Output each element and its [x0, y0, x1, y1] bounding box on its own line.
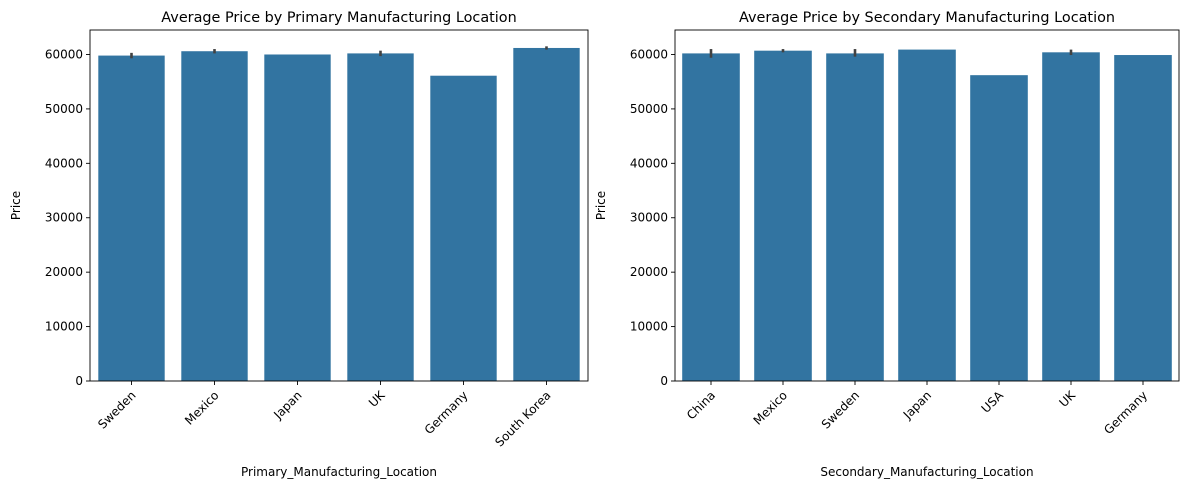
bar-sweden [98, 55, 165, 381]
chart-panel-primary: 0 10000 20000 30000 40000 50000 60000 Sweden Mex… [9, 10, 589, 479]
x-tick-label: Japan [270, 388, 304, 422]
x-tick-label: South Korea [492, 388, 553, 449]
x-tick-label: China [684, 388, 718, 422]
chart-title: Average Price by Secondary Manufacturing… [739, 10, 1115, 26]
x-tick-label: Sweden [819, 388, 862, 431]
bar-south-korea [513, 47, 580, 382]
chart-panel-secondary: 0 10000 20000 30000 40000 50000 60000 China Mexi… [594, 10, 1180, 479]
x-tick-label: Japan [900, 388, 934, 422]
bar-japan [898, 49, 956, 382]
x-tick-label: Mexico [751, 388, 791, 428]
x-axis-label: Primary_Manufacturing_Location [241, 465, 437, 479]
y-tick-label: 20000 [45, 265, 83, 279]
x-tick-label: UK [1056, 387, 1078, 409]
bar-china [682, 53, 740, 382]
chart-title: Average Price by Primary Manufacturing L… [161, 10, 516, 26]
y-tick-label: 0 [660, 374, 668, 388]
x-tick-label: Mexico [182, 388, 222, 428]
y-tick-label: 50000 [630, 102, 668, 116]
y-tick-label: 10000 [45, 320, 83, 334]
bar-uk [1042, 52, 1100, 382]
y-tick-label: 40000 [45, 156, 83, 170]
x-tick-label: Germany [422, 388, 471, 437]
y-axis-label: Price [594, 191, 608, 220]
bar-japan [264, 54, 331, 382]
x-axis-label: Secondary_Manufacturing_Location [820, 465, 1033, 479]
bar-sweden [826, 53, 884, 382]
bar-usa [970, 75, 1028, 382]
y-tick-label: 20000 [630, 265, 668, 279]
y-tick-label: 50000 [45, 102, 83, 116]
bar-mexico [754, 50, 812, 382]
y-tick-label: 10000 [630, 320, 668, 334]
bar-mexico [181, 51, 248, 381]
y-axis-label: Price [9, 191, 23, 220]
bar-germany [430, 75, 497, 382]
x-tick-label: Germany [1101, 388, 1150, 437]
y-tick-label: 0 [75, 374, 83, 388]
bar-germany [1114, 55, 1172, 381]
y-tick-label: 60000 [630, 47, 668, 61]
x-tick-label: UK [366, 387, 388, 409]
y-tick-label: 30000 [630, 211, 668, 225]
x-tick-label: Sweden [95, 388, 138, 431]
y-tick-label: 30000 [45, 211, 83, 225]
x-tick-label: USA [979, 388, 1007, 416]
y-tick-label: 60000 [45, 47, 83, 61]
bar-uk [347, 53, 414, 382]
y-tick-label: 40000 [630, 156, 668, 170]
axes-frame [89, 29, 589, 382]
